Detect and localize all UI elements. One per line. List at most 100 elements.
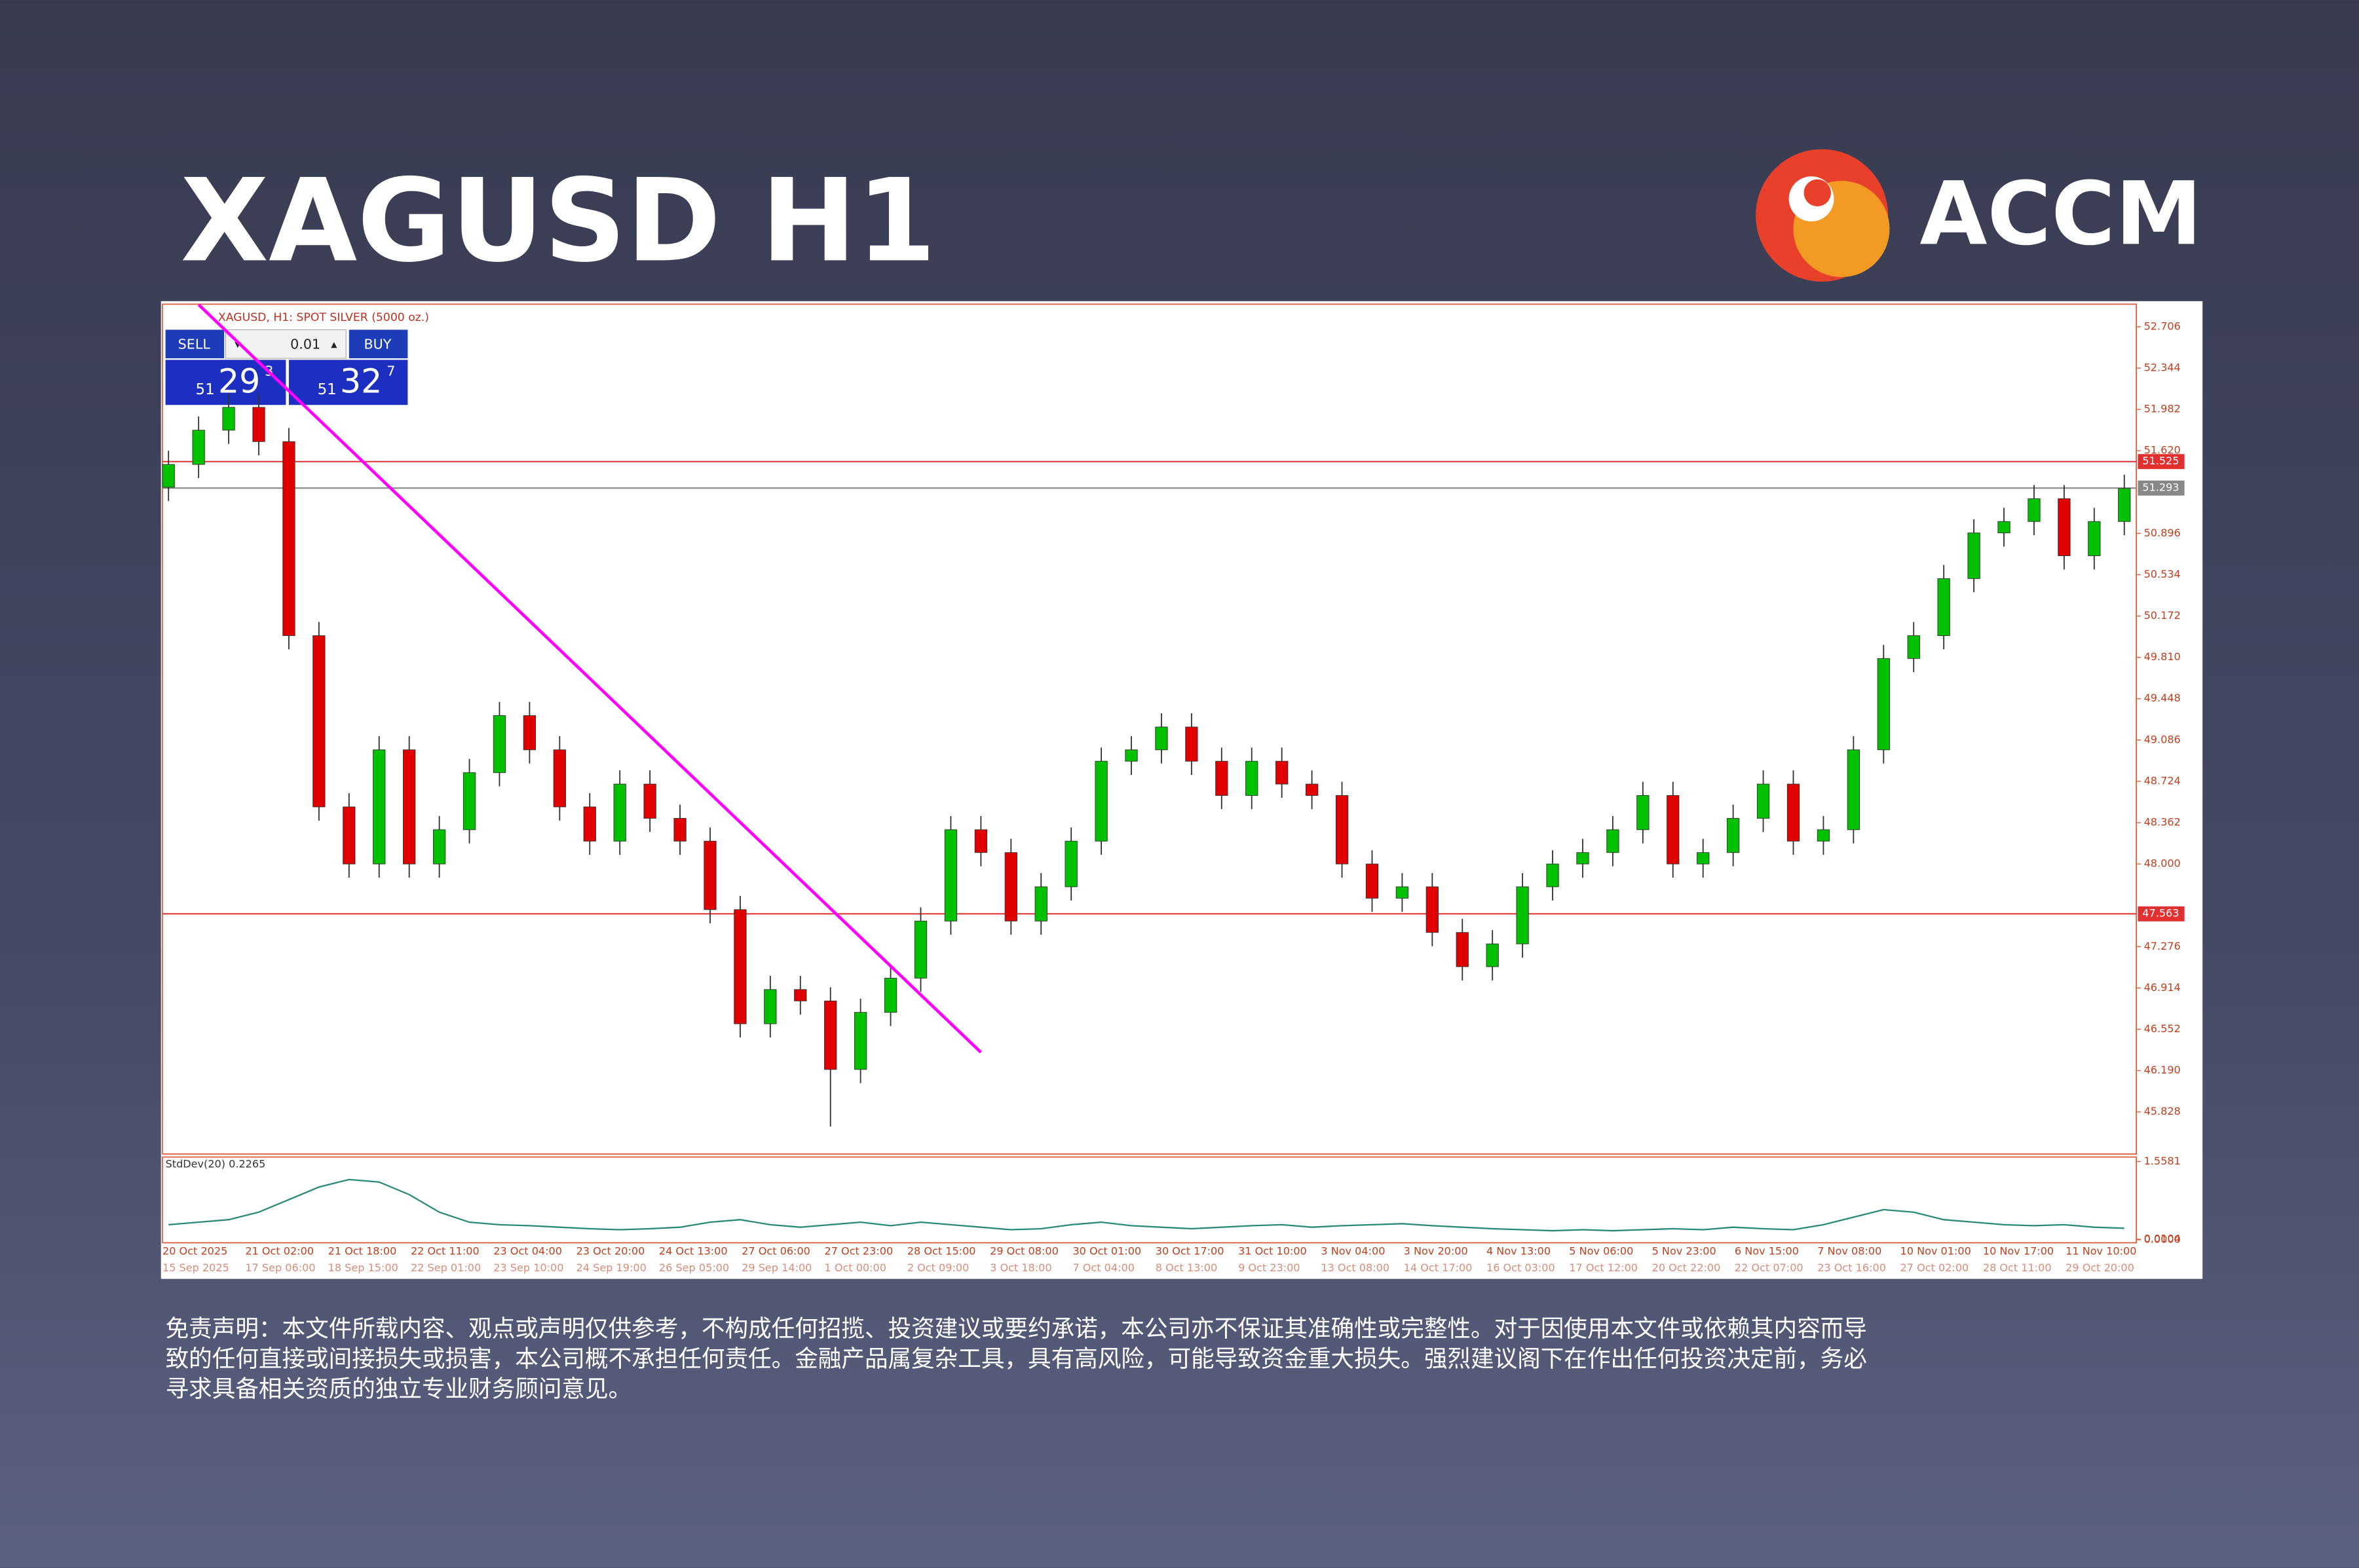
x-tick-label: 11 Nov 10:00 [2066, 1245, 2136, 1258]
x-tick-label: 6 Nov 15:00 [1735, 1245, 1799, 1258]
indicator-line [168, 1178, 2124, 1232]
x-tick-label: 27 Oct 06:00 [742, 1245, 810, 1258]
x-tick-label-secondary: 23 Sep 10:00 [493, 1261, 563, 1274]
candle-body [1907, 635, 1920, 659]
candle-body [403, 749, 416, 865]
candle-body [1786, 783, 1800, 842]
x-tick-label-secondary: 22 Sep 01:00 [411, 1261, 481, 1274]
disclaimer-line: 致的任何直接或间接损失或损害，本公司概不承担任何责任。金融产品属复杂工具，具有高… [166, 1346, 1867, 1373]
candle-body [673, 817, 687, 842]
y-tick-label: 46.914 [2144, 981, 2181, 994]
lot-value[interactable]: 0.01 [290, 336, 320, 352]
x-tick-label: 10 Nov 17:00 [1983, 1245, 2054, 1258]
y-tick-label: 49.448 [2144, 692, 2181, 704]
y-tick-label: 47.276 [2144, 940, 2181, 952]
trendline [197, 303, 982, 1054]
bid-main: 29 [218, 362, 260, 401]
x-tick-label: 7 Nov 08:00 [1817, 1245, 1881, 1258]
level-marker [2138, 454, 2185, 470]
candle-body [1004, 852, 1017, 922]
x-tick-label-secondary: 23 Oct 16:00 [1817, 1261, 1886, 1274]
lot-down[interactable]: ▾ [235, 337, 241, 351]
indicator-frame [162, 1156, 2138, 1244]
candle-body [1667, 795, 1680, 865]
candle-body [1817, 829, 1830, 842]
level-label: 51.525 [2142, 455, 2179, 467]
indicator-tick-label: 0.0104 [2144, 1233, 2181, 1245]
y-tick-label: 52.344 [2144, 361, 2181, 373]
x-tick-label-secondary: 1 Oct 00:00 [825, 1261, 887, 1274]
indicator-tick-label: 0.0000 [2144, 1233, 2181, 1245]
x-tick-label-secondary: 17 Sep 06:00 [245, 1261, 315, 1274]
disclaimer-line: 免责声明：本文件所载内容、观点或声明仅供参考，不构成任何招揽、投资建议或要约承诺… [166, 1316, 1867, 1343]
x-tick-label-secondary: 29 Oct 20:00 [2066, 1261, 2134, 1274]
y-tick-label: 51.982 [2144, 403, 2181, 415]
candle-body [704, 840, 717, 910]
candle-body [343, 806, 356, 865]
lot-input[interactable] [225, 329, 347, 359]
x-tick-label-secondary: 8 Oct 13:00 [1156, 1261, 1218, 1274]
x-tick-label: 23 Oct 20:00 [576, 1245, 645, 1258]
x-tick-label-secondary: 13 Oct 08:00 [1321, 1261, 1389, 1274]
x-tick-label-secondary: 2 Oct 09:00 [907, 1261, 970, 1274]
candle-body [1185, 726, 1198, 762]
ask-box[interactable] [288, 360, 408, 405]
x-tick-label: 22 Oct 11:00 [411, 1245, 480, 1258]
candle-body [1335, 795, 1349, 865]
candle-body [1997, 521, 2010, 534]
x-tick-label: 29 Oct 08:00 [990, 1245, 1059, 1258]
buy-label[interactable]: BUY [364, 336, 391, 352]
x-tick-label-secondary: 17 Oct 12:00 [1569, 1261, 1638, 1274]
y-tick-label: 50.534 [2144, 568, 2181, 580]
sell-button[interactable] [165, 329, 225, 359]
x-tick-label-secondary: 20 Oct 22:00 [1652, 1261, 1721, 1274]
x-tick-label-secondary: 22 Oct 07:00 [1735, 1261, 1803, 1274]
candle-body [1486, 943, 1499, 967]
candle-body [2028, 498, 2041, 522]
level-label: 47.563 [2142, 907, 2179, 920]
x-tick-label: 28 Oct 15:00 [907, 1245, 976, 1258]
y-tick-label: 46.552 [2144, 1022, 2181, 1035]
x-tick-label: 10 Nov 01:00 [1900, 1245, 1971, 1258]
y-tick-label: 45.828 [2144, 1105, 2181, 1117]
x-tick-label: 21 Oct 02:00 [245, 1245, 314, 1258]
candle-body [1516, 886, 1529, 944]
x-tick-label: 5 Nov 06:00 [1569, 1245, 1633, 1258]
candle-body [553, 749, 566, 808]
candle-body [1456, 932, 1469, 967]
x-tick-label-secondary: 29 Sep 14:00 [742, 1261, 812, 1274]
y-tick-label: 48.362 [2144, 816, 2181, 829]
x-tick-label-secondary: 16 Oct 03:00 [1486, 1261, 1555, 1274]
candle-body [944, 829, 958, 922]
trade-panel: SELL ▾ 0.01 ▴ BUY 51 29 3 51 32 7 [165, 329, 408, 405]
sell-label[interactable]: SELL [178, 336, 211, 352]
candle-body [1034, 886, 1047, 922]
x-tick-label-secondary: 18 Sep 15:00 [328, 1261, 398, 1274]
lot-up[interactable]: ▴ [331, 337, 337, 351]
candle-body [523, 715, 537, 751]
x-tick-label: 3 Nov 04:00 [1321, 1245, 1385, 1258]
candle-body [2058, 498, 2071, 556]
x-tick-label-secondary: 15 Sep 2025 [162, 1261, 229, 1274]
candle-body [914, 920, 928, 979]
candle-body [764, 989, 777, 1024]
x-tick-label-secondary: 7 Oct 04:00 [1072, 1261, 1135, 1274]
candle-body [432, 829, 446, 865]
y-tick-label: 50.172 [2144, 609, 2181, 622]
x-tick-label: 4 Nov 13:00 [1486, 1245, 1551, 1258]
candle-body [1546, 863, 1559, 887]
level-marker [2138, 480, 2185, 496]
buy-button[interactable] [349, 329, 408, 359]
candle-body [1275, 760, 1289, 785]
x-tick-label: 24 Oct 13:00 [659, 1245, 728, 1258]
candle-body [252, 407, 265, 442]
level-marker [2138, 906, 2185, 922]
candle-body [1726, 817, 1740, 853]
x-tick-label: 23 Oct 04:00 [493, 1245, 562, 1258]
indicator-title: StdDev(20) 0.2265 [166, 1158, 266, 1170]
candle-body [222, 407, 235, 431]
x-tick-label: 5 Nov 23:00 [1652, 1245, 1716, 1258]
candle-body [1125, 749, 1138, 762]
